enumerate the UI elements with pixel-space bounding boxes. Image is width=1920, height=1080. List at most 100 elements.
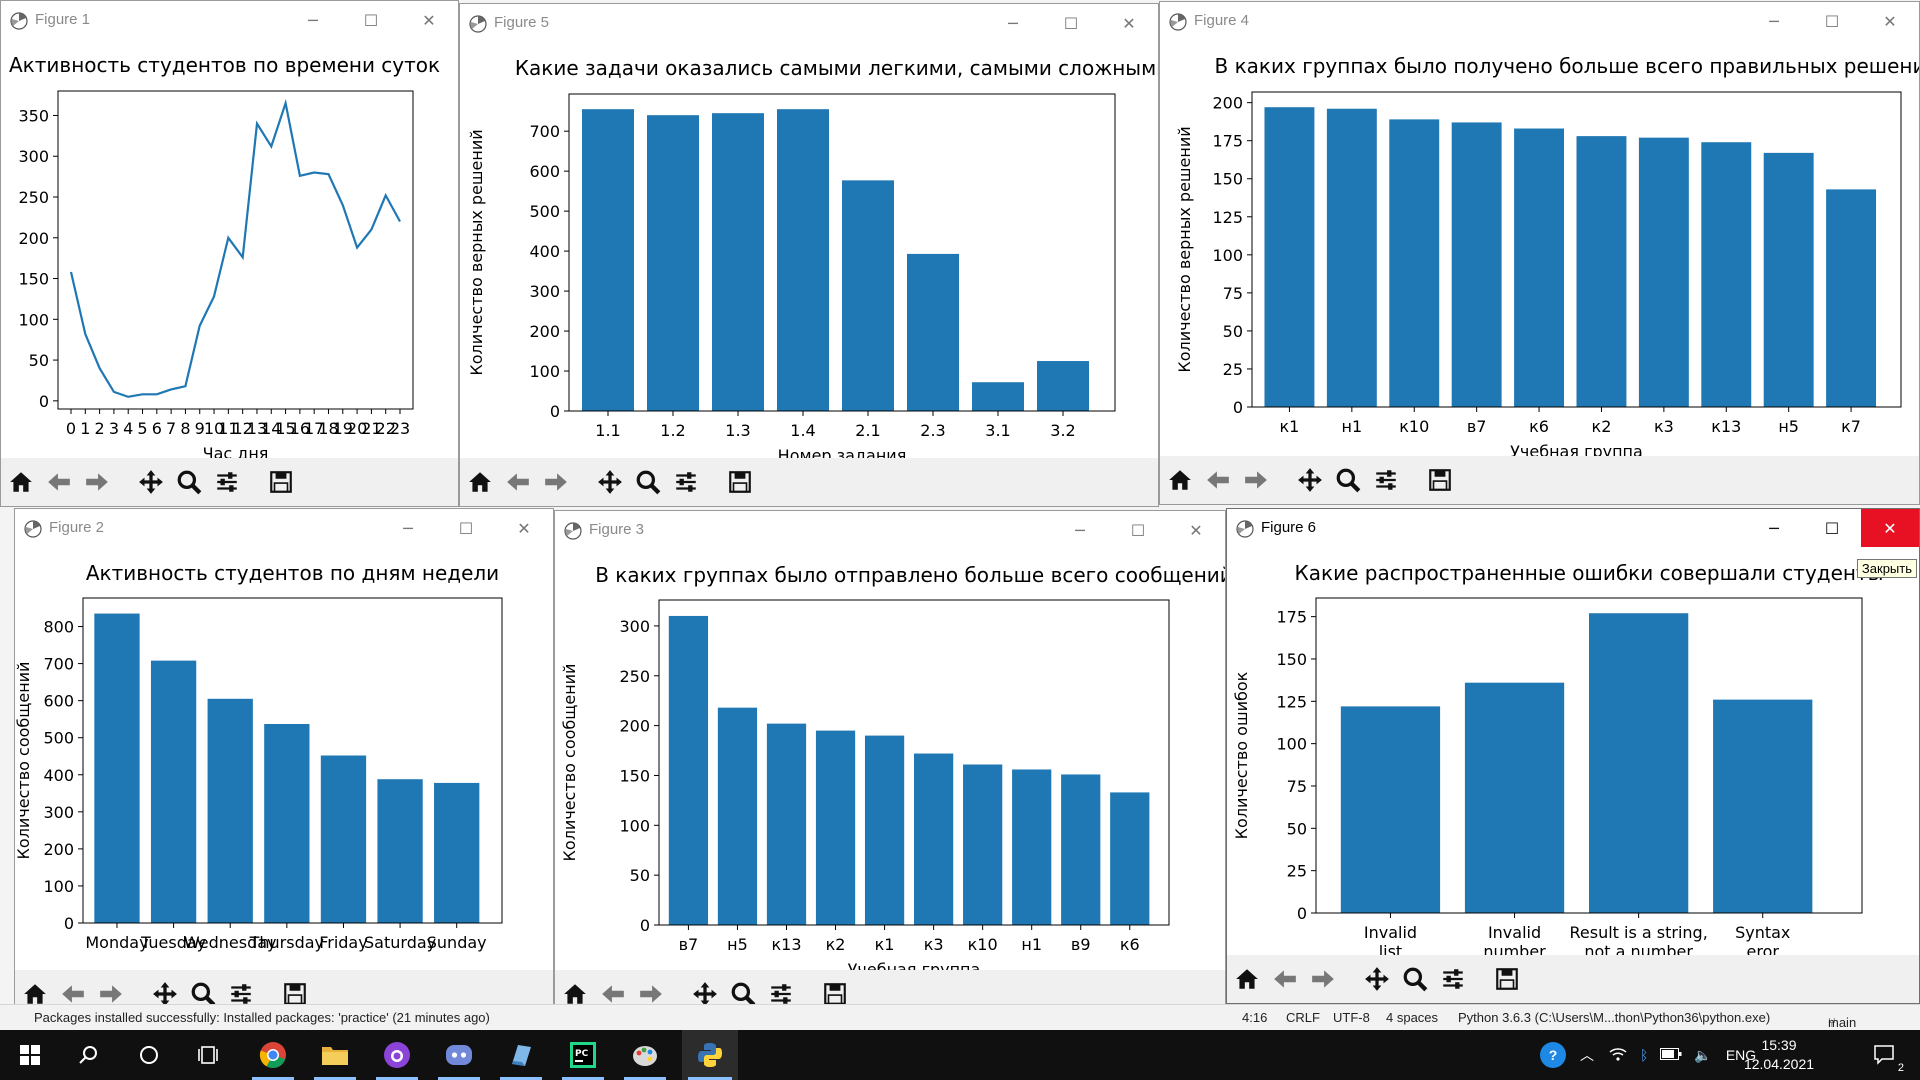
taskbar-paint[interactable] (618, 1030, 672, 1080)
status-message[interactable]: Packages installed successfully: Install… (34, 1010, 490, 1025)
minimize-button[interactable]: ─ (1008, 13, 1018, 33)
pan-button[interactable] (135, 466, 167, 498)
taskbar-discord[interactable] (432, 1030, 486, 1080)
close-button[interactable]: ✕ (1189, 520, 1203, 540)
close-button[interactable]: ✕ (1122, 13, 1136, 33)
forward-arrow-button[interactable] (635, 978, 667, 1010)
home-button[interactable] (19, 978, 51, 1010)
taskbar-pycharm[interactable]: PC (556, 1030, 610, 1080)
minimize-button[interactable]: ─ (403, 518, 413, 538)
title-bar[interactable]: Figure 3 ─ ☐ ✕ (555, 511, 1225, 549)
close-button[interactable]: ✕ (1861, 509, 1919, 547)
search-button[interactable] (62, 1030, 116, 1080)
minimize-button[interactable]: ─ (1769, 518, 1779, 538)
close-button[interactable]: ✕ (517, 518, 531, 538)
minimize-button[interactable]: ─ (308, 10, 318, 30)
back-arrow-button[interactable] (1202, 464, 1234, 496)
python-interpreter[interactable]: Python 3.6.3 (C:\Users\M...thon\Python36… (1458, 1010, 1771, 1025)
line-separator[interactable]: CRLF (1286, 1010, 1320, 1025)
chevron-up-icon[interactable]: ︿ (1580, 1047, 1594, 1063)
configure-subplots-button[interactable] (225, 978, 257, 1010)
caret-position[interactable]: 4:16 (1242, 1010, 1268, 1025)
taskbar-notes[interactable] (494, 1030, 548, 1080)
zoom-button[interactable] (727, 978, 759, 1010)
help-icon[interactable]: ? (1540, 1042, 1566, 1068)
forward-arrow-button[interactable] (95, 978, 127, 1010)
figure-1-window[interactable]: Figure 1 ─ ☐ ✕ Активность студентов по в… (0, 0, 459, 507)
home-button[interactable] (1164, 464, 1196, 496)
zoom-button[interactable] (173, 466, 205, 498)
configure-subplots-button[interactable] (211, 466, 243, 498)
title-bar[interactable]: Figure 1 ─ ☐ ✕ (1, 1, 458, 39)
taskbar-file-explorer[interactable] (308, 1030, 362, 1080)
back-arrow-button[interactable] (597, 978, 629, 1010)
back-arrow-button[interactable] (1269, 963, 1301, 995)
close-button[interactable]: ✕ (422, 10, 436, 30)
save-button[interactable] (1491, 963, 1523, 995)
zoom-button[interactable] (632, 466, 664, 498)
plot-canvas[interactable]: Активность студентов по времени суток 0 50… (1, 39, 458, 460)
file-encoding[interactable]: UTF-8 (1333, 1010, 1370, 1025)
back-arrow-button[interactable] (57, 978, 89, 1010)
notification-center[interactable]: 2 (1858, 1030, 1912, 1080)
home-button[interactable] (1231, 963, 1263, 995)
maximize-button[interactable]: ☐ (1824, 518, 1840, 538)
plot-canvas[interactable]: Какие задачи оказались самыми легкими, с… (460, 42, 1158, 460)
zoom-button[interactable] (1399, 963, 1431, 995)
indent-setting[interactable]: 4 spaces (1386, 1010, 1439, 1025)
configure-subplots-button[interactable] (1370, 464, 1402, 496)
configure-subplots-button[interactable] (1437, 963, 1469, 995)
home-button[interactable] (5, 466, 37, 498)
taskbar-chrome[interactable] (246, 1030, 300, 1080)
configure-subplots-button[interactable] (670, 466, 702, 498)
pan-button[interactable] (1294, 464, 1326, 496)
pan-button[interactable] (594, 466, 626, 498)
cortana-button[interactable] (122, 1030, 176, 1080)
home-button[interactable] (559, 978, 591, 1010)
zoom-button[interactable] (187, 978, 219, 1010)
plot-canvas[interactable]: Какие распространенные ошибки совершали … (1227, 547, 1919, 957)
title-bar[interactable]: Figure 5 ─ ☐ ✕ (460, 4, 1158, 42)
save-button[interactable] (819, 978, 851, 1010)
figure-6-window[interactable]: Figure 6 ─ ☐ ✕ Какие распространенные ош… (1226, 508, 1920, 1004)
minimize-button[interactable]: ─ (1769, 11, 1779, 31)
figure-4-window[interactable]: Figure 4 ─ ☐ ✕ В каких группах было полу… (1159, 1, 1920, 505)
title-bar[interactable]: Figure 2 ─ ☐ ✕ (15, 509, 553, 547)
save-button[interactable] (1424, 464, 1456, 496)
plot-canvas[interactable]: Активность студентов по дням недели 0 100 2… (15, 547, 553, 972)
pan-button[interactable] (1361, 963, 1393, 995)
back-arrow-button[interactable] (502, 466, 534, 498)
plot-canvas[interactable]: В каких группах было получено больше все… (1160, 40, 1919, 458)
configure-subplots-button[interactable] (765, 978, 797, 1010)
volume-icon[interactable]: 🔈 (1694, 1046, 1712, 1063)
battery-icon[interactable] (1660, 1047, 1682, 1063)
title-bar[interactable]: Figure 6 ─ ☐ ✕ (1227, 509, 1919, 547)
close-button[interactable]: ✕ (1883, 11, 1897, 31)
home-button[interactable] (464, 466, 496, 498)
forward-arrow-button[interactable] (1240, 464, 1272, 496)
title-bar[interactable]: Figure 4 ─ ☐ ✕ (1160, 2, 1919, 40)
taskbar-github-desktop[interactable] (370, 1030, 424, 1080)
maximize-button[interactable]: ☐ (1063, 13, 1079, 33)
figure-5-window[interactable]: Figure 5 ─ ☐ ✕ Какие задачи оказались са… (459, 3, 1159, 507)
forward-arrow-button[interactable] (540, 466, 572, 498)
forward-arrow-button[interactable] (81, 466, 113, 498)
maximize-button[interactable]: ☐ (1130, 520, 1146, 540)
input-language[interactable]: ENG (1725, 1047, 1757, 1063)
wifi-icon[interactable] (1608, 1046, 1628, 1065)
maximize-button[interactable]: ☐ (458, 518, 474, 538)
figure-2-window[interactable]: Figure 2 ─ ☐ ✕ Активность студентов по д… (14, 508, 554, 1019)
pan-button[interactable] (149, 978, 181, 1010)
forward-arrow-button[interactable] (1307, 963, 1339, 995)
clock[interactable]: 15:39 12.04.2021 (1734, 1036, 1824, 1074)
start-button[interactable] (3, 1030, 57, 1080)
save-button[interactable] (724, 466, 756, 498)
minimize-button[interactable]: ─ (1075, 520, 1085, 540)
taskbar-python[interactable] (682, 1030, 738, 1080)
task-view-button[interactable] (182, 1030, 236, 1080)
maximize-button[interactable]: ☐ (363, 10, 379, 30)
back-arrow-button[interactable] (43, 466, 75, 498)
maximize-button[interactable]: ☐ (1824, 11, 1840, 31)
pan-button[interactable] (689, 978, 721, 1010)
save-button[interactable] (265, 466, 297, 498)
